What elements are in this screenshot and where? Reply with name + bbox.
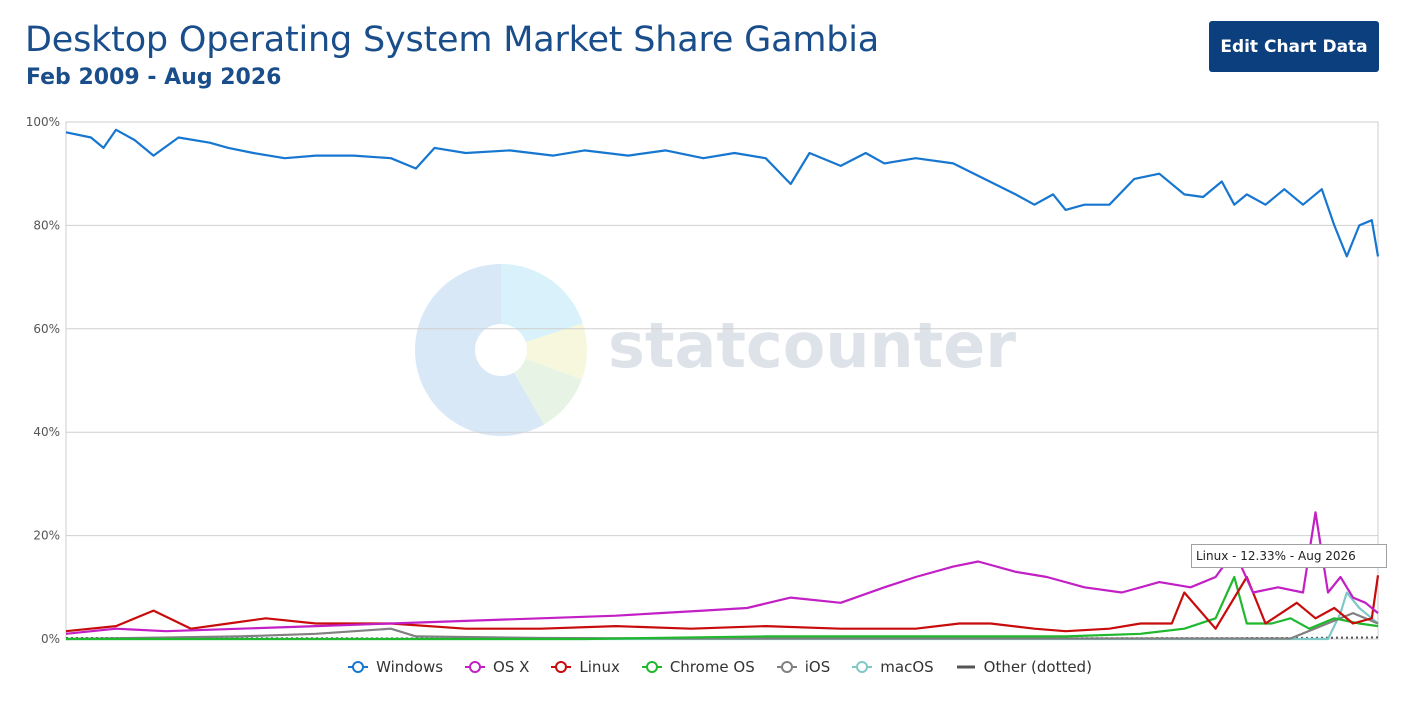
watermark-slice xyxy=(525,323,587,380)
circle-icon xyxy=(852,661,873,673)
plot-area xyxy=(65,121,1379,640)
legend-label: iOS xyxy=(804,658,831,676)
legend-label: Windows xyxy=(376,658,444,676)
legend-label: Other (dotted) xyxy=(983,658,1092,676)
y-tick-label: 80% xyxy=(33,218,60,232)
legend-item-windows[interactable]: Windows xyxy=(346,658,443,676)
line-icon xyxy=(956,665,975,669)
watermark-text: statcounter xyxy=(608,309,1016,382)
legend-item-os-x[interactable]: OS X xyxy=(463,658,529,676)
circle-icon xyxy=(641,661,662,673)
circle-icon xyxy=(551,661,572,673)
watermark-slice xyxy=(501,264,583,342)
y-tick-label: 100% xyxy=(26,115,60,129)
edit-chart-data-button[interactable]: Edit Chart Data xyxy=(1209,21,1379,72)
y-tick-label: 40% xyxy=(33,425,60,439)
chart-tooltip: Linux - 12.33% - Aug 2026 xyxy=(1191,544,1387,568)
circle-icon xyxy=(776,661,797,673)
legend-item-chrome-os[interactable]: Chrome OS xyxy=(640,658,755,676)
watermark-slice xyxy=(514,358,582,425)
y-tick-label: 20% xyxy=(33,529,60,543)
watermark-slice xyxy=(415,264,544,436)
legend-item-linux[interactable]: Linux xyxy=(549,658,620,676)
statcounter-watermark: statcounter xyxy=(415,264,1016,436)
legend-label: Chrome OS xyxy=(669,658,755,676)
chart-legend: Windows OS X Linux Chrome OS iOS macOS Other (… xyxy=(15,658,1408,676)
circle-icon xyxy=(348,661,369,673)
page-title: Desktop Operating System Market Share Ga… xyxy=(25,20,880,60)
legend-item-macos[interactable]: macOS xyxy=(850,658,934,676)
legend-label: macOS xyxy=(880,658,934,676)
legend-label: Linux xyxy=(579,658,620,676)
legend-item-ios[interactable]: iOS xyxy=(775,658,831,676)
page-subtitle: Feb 2009 - Aug 2026 xyxy=(26,65,282,90)
series-line-chrome-os xyxy=(66,575,1379,641)
legend-item-other-dotted-[interactable]: Other (dotted) xyxy=(954,658,1092,676)
series-line-linux xyxy=(65,575,1380,633)
circle-icon xyxy=(465,661,486,673)
y-tick-label: 0% xyxy=(41,632,60,646)
legend-label: OS X xyxy=(493,658,530,676)
series-line-windows xyxy=(65,128,1380,258)
y-tick-label: 60% xyxy=(33,322,60,336)
